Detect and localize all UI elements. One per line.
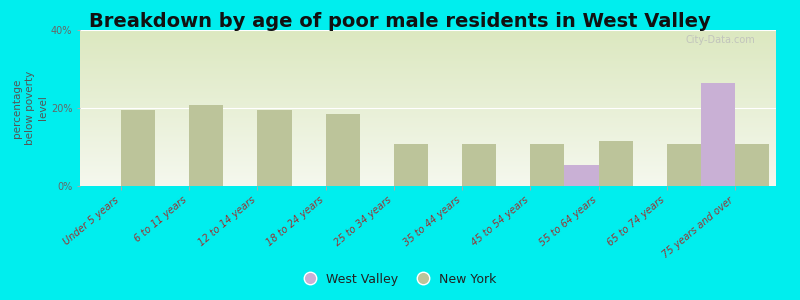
Bar <box>326 114 360 186</box>
Text: Breakdown by age of poor male residents in West Valley: Breakdown by age of poor male residents … <box>89 12 711 31</box>
Text: City-Data.com: City-Data.com <box>686 35 755 45</box>
Bar <box>258 110 291 186</box>
Bar <box>598 141 633 186</box>
Legend: West Valley, New York: West Valley, New York <box>298 268 502 291</box>
Bar <box>189 105 223 186</box>
Bar <box>121 110 155 186</box>
Bar <box>735 144 769 186</box>
Bar <box>462 144 496 186</box>
Bar <box>565 164 598 186</box>
Y-axis label: percentage
below poverty
level: percentage below poverty level <box>12 71 48 145</box>
Bar <box>667 144 701 186</box>
Bar <box>701 82 735 186</box>
Bar <box>530 144 565 186</box>
Bar <box>394 144 428 186</box>
